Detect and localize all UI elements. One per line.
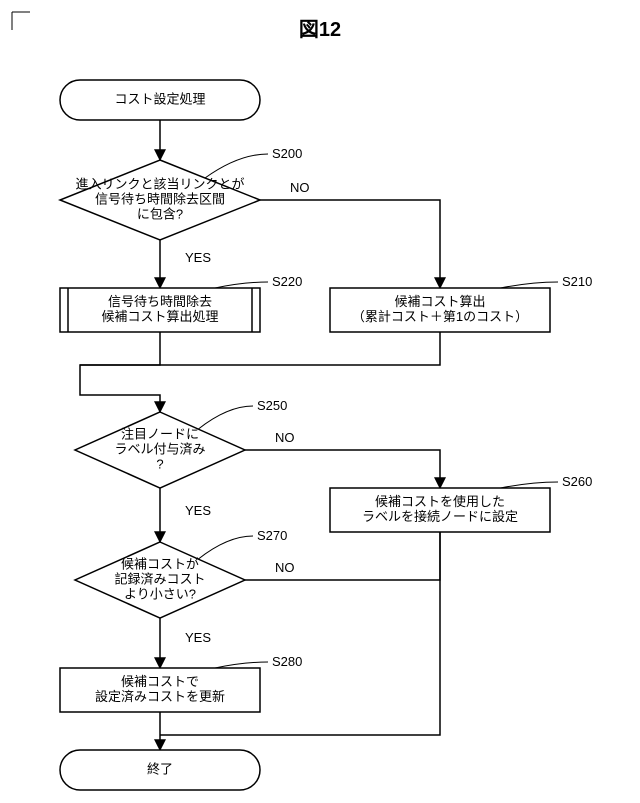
edge-label: YES (185, 630, 211, 645)
flow-node-end: 終了 (60, 750, 260, 790)
node-text: 候補コスト算出処理 (101, 309, 218, 324)
node-text: コスト設定処理 (114, 91, 205, 106)
node-text: 信号待ち時間除去 (108, 294, 212, 309)
step-label: S200 (272, 146, 302, 161)
node-text: 進入リンクと該当リンクとが (75, 176, 244, 191)
node-text: に包含? (137, 206, 183, 221)
node-text: ラベル付与済み (114, 441, 205, 456)
step-label: S210 (562, 274, 592, 289)
node-text: 信号待ち時間除去区間 (95, 191, 225, 206)
step-label: S260 (562, 474, 592, 489)
edge-label: NO (275, 560, 295, 575)
node-text: （累計コスト＋第1のコスト） (352, 309, 528, 324)
step-label: S250 (257, 398, 287, 413)
node-text: ? (156, 456, 163, 471)
step-label: S270 (257, 528, 287, 543)
node-text: より小さい? (124, 586, 196, 601)
node-text: 記録済みコスト (114, 571, 205, 586)
edge-label: NO (275, 430, 295, 445)
flow-node-start: コスト設定処理 (60, 80, 260, 120)
edge-label: NO (290, 180, 310, 195)
node-text: 設定済みコストを更新 (95, 689, 225, 704)
step-label: S220 (272, 274, 302, 289)
step-label: S280 (272, 654, 302, 669)
node-text: 候補コストが (121, 556, 199, 571)
edge-label: YES (185, 503, 211, 518)
node-text: 注目ノードに (121, 426, 199, 441)
node-text: 候補コストを使用した (375, 494, 505, 509)
node-text: 終了 (147, 761, 173, 776)
node-text: 候補コストで (121, 674, 199, 689)
node-text: 候補コスト算出 (394, 294, 485, 309)
figure-title: 図12 (299, 19, 341, 41)
node-text: ラベルを接続ノードに設定 (362, 509, 518, 524)
edge-label: YES (185, 250, 211, 265)
